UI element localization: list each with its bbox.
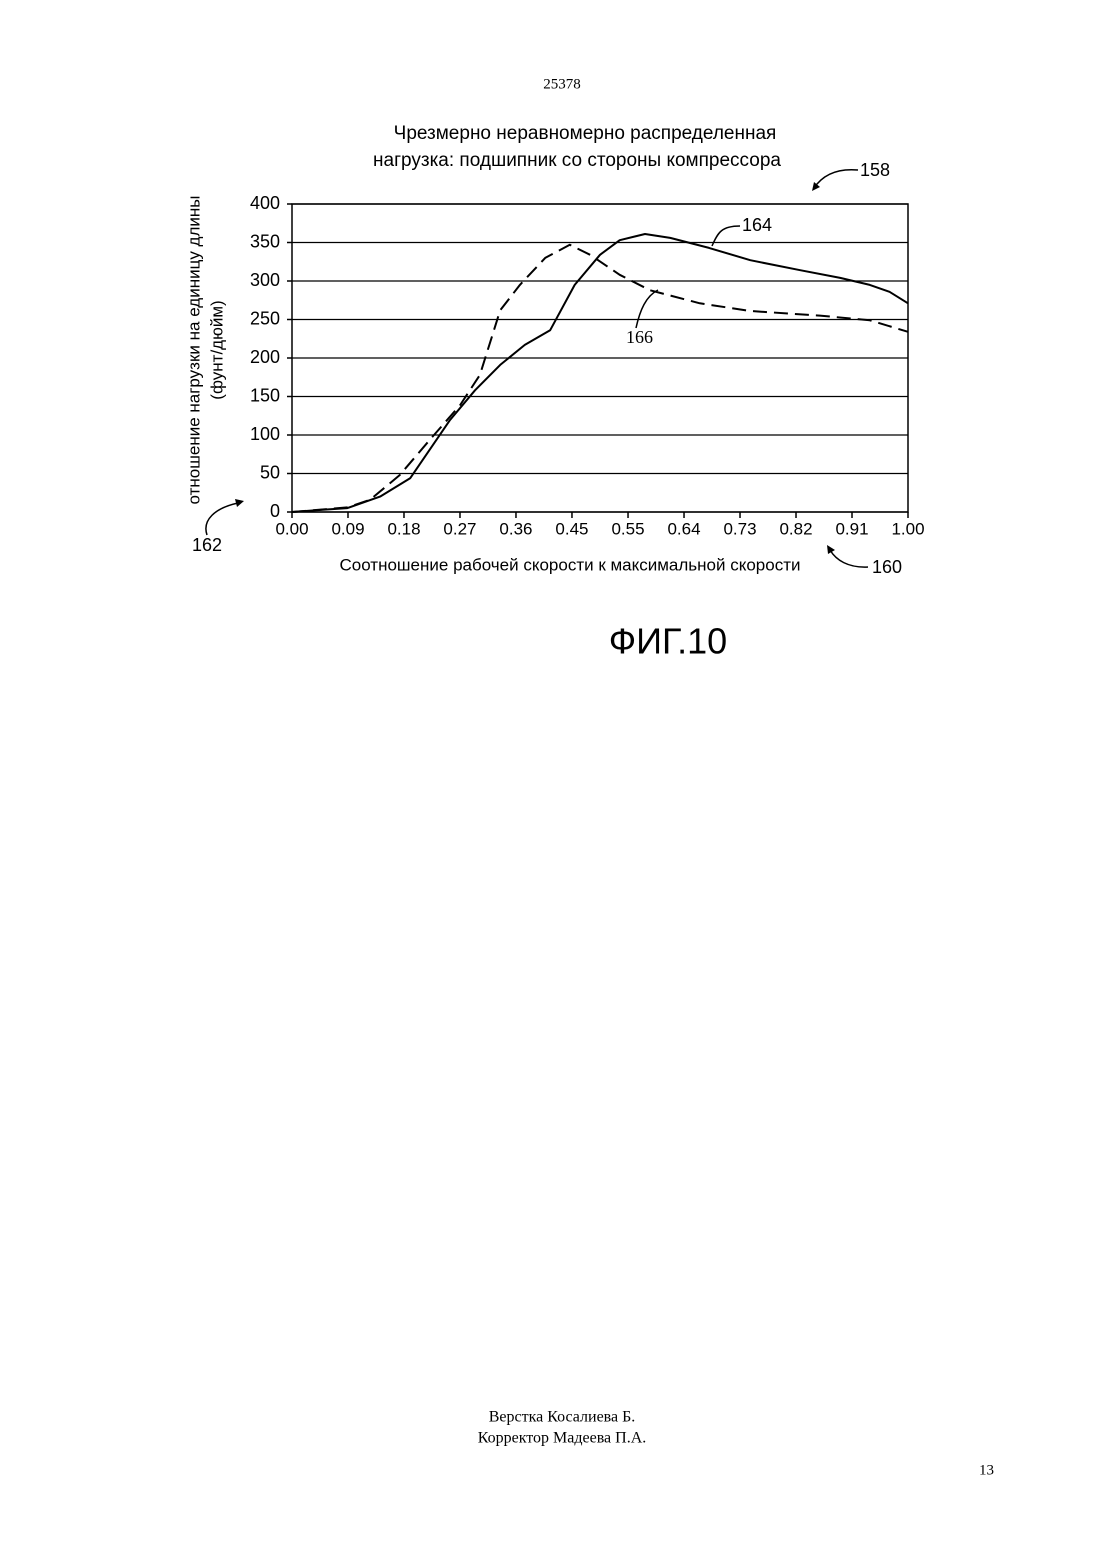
x-tick-label: 0.45 <box>555 519 588 538</box>
reference-arrow <box>814 170 858 188</box>
x-axis-label: Соотношение рабочей скорости к максималь… <box>339 555 800 574</box>
x-tick-label: 0.27 <box>443 519 476 538</box>
y-tick-label: 300 <box>250 270 280 290</box>
series-label: 164 <box>742 215 772 235</box>
chart-title: Чрезмерно неравномерно распределенная <box>394 123 777 144</box>
reference-label: 158 <box>860 160 890 180</box>
x-tick-label: 1.00 <box>891 519 924 538</box>
figure-caption: ФИГ.10 <box>609 621 727 662</box>
x-tick-label: 0.18 <box>387 519 420 538</box>
x-tick-label: 0.09 <box>331 519 364 538</box>
reference-arrowhead <box>812 182 820 191</box>
series-leader <box>636 290 658 328</box>
footer-line: Верстка Косалиева Б. <box>489 1409 636 1426</box>
x-tick-label: 0.91 <box>835 519 868 538</box>
reference-arrowhead <box>235 499 244 507</box>
reference-arrow <box>206 503 238 535</box>
page-header-number: 25378 <box>543 76 581 92</box>
x-tick-label: 0.55 <box>611 519 644 538</box>
y-tick-label: 150 <box>250 385 280 405</box>
y-tick-label: 0 <box>270 501 280 521</box>
y-tick-label: 100 <box>250 424 280 444</box>
y-tick-label: 200 <box>250 347 280 367</box>
plot-area: 0 50 100 150 200 250 300 350 400 0.00 0.09 0.18 0.27… <box>250 193 925 539</box>
x-tick-label: 0.73 <box>723 519 756 538</box>
y-tick-label: 400 <box>250 193 280 213</box>
reference-arrow <box>830 550 868 567</box>
page-number: 13 <box>979 1462 994 1478</box>
series-line <box>292 245 908 512</box>
x-tick-label: 0.36 <box>499 519 532 538</box>
page: 25378 Чрезмерно неравномерно распределен… <box>0 0 1100 1556</box>
y-tick-label: 250 <box>250 308 280 328</box>
series-label: 166 <box>626 327 653 347</box>
chart-title: нагрузка: подшипник со стороны компрессо… <box>373 150 781 171</box>
y-tick-label: 50 <box>260 462 280 482</box>
y-tick-label: 350 <box>250 231 280 251</box>
footer-line: Корректор Мадеева П.А. <box>478 1430 647 1447</box>
reference-label: 162 <box>192 535 222 555</box>
x-tick-label: 0.82 <box>779 519 812 538</box>
series-line <box>292 234 908 512</box>
x-tick-label: 0.00 <box>275 519 308 538</box>
x-tick-label: 0.64 <box>667 519 700 538</box>
reference-label: 160 <box>872 557 902 577</box>
y-axis-label: отношение нагрузки на единицу длины <box>184 196 203 505</box>
y-axis-label: (фунт/дюйм) <box>207 300 226 399</box>
